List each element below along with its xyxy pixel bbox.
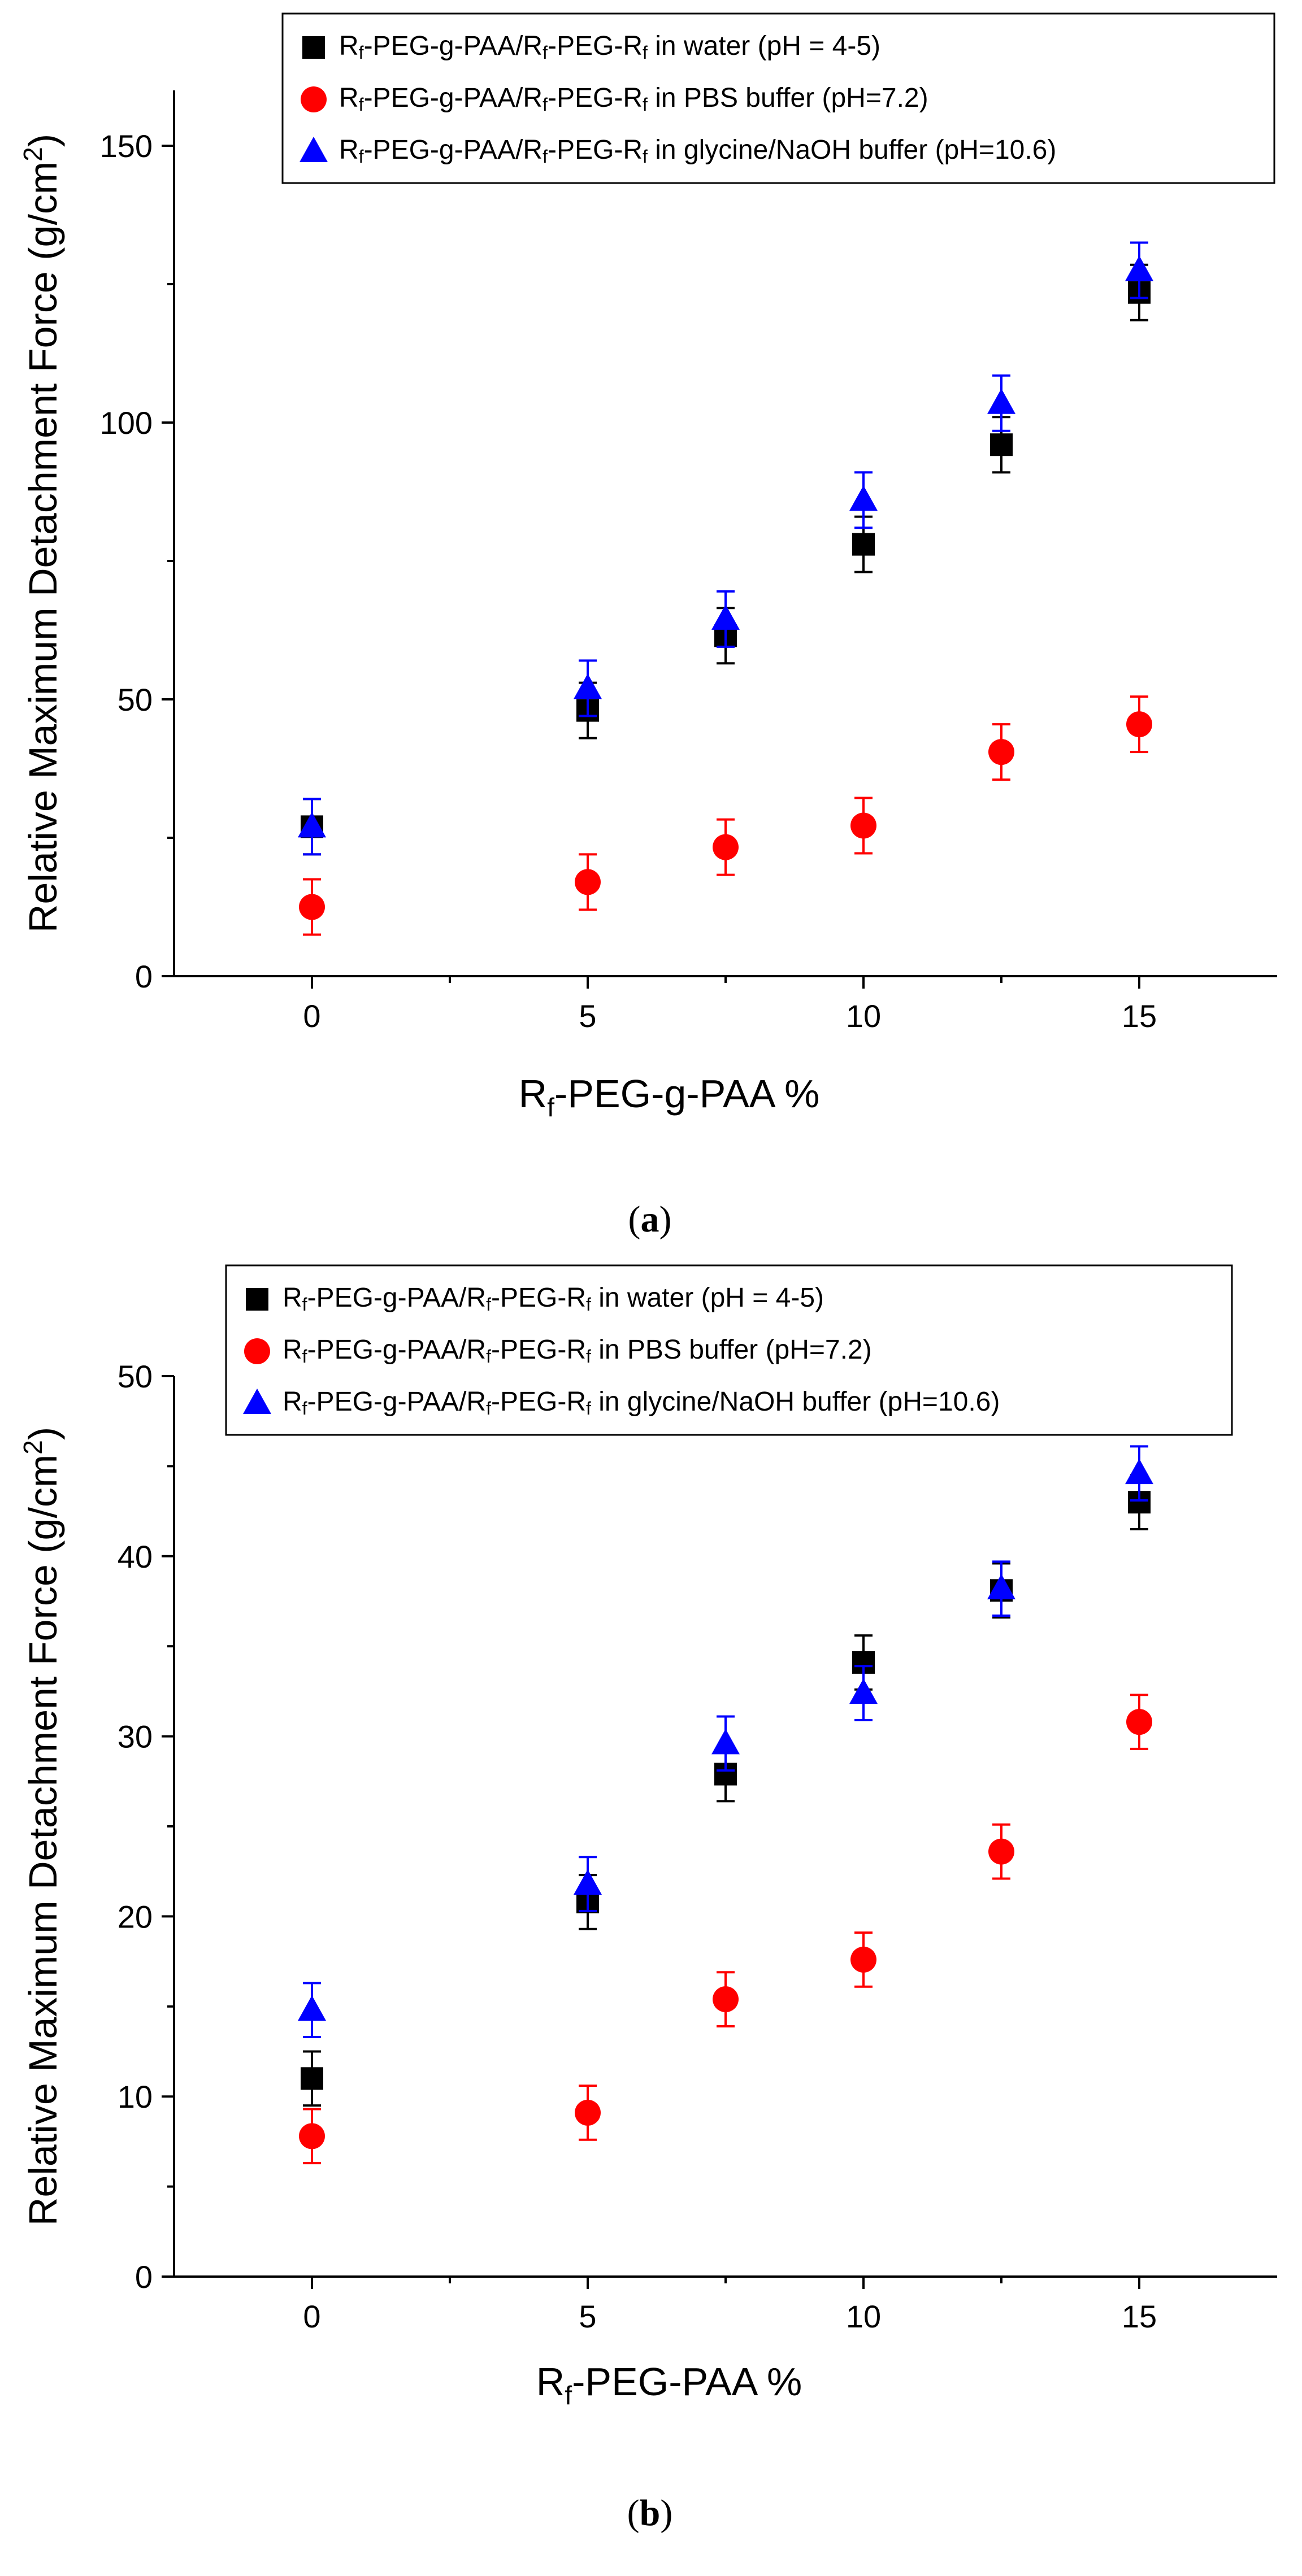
legend-label: Rf-PEG-g-PAA/Rf-PEG-Rf in water (pH = 4-…	[339, 31, 880, 63]
y-axis-title: Relative Maximum Detachment Force (g/cm2…	[18, 1427, 65, 2226]
legend-marker	[301, 86, 327, 112]
data-point	[1126, 711, 1152, 738]
panel-b: 0 5 10 15 0 10 20 30 40 50 Rf-PEG-PAA % Relative Ma…	[18, 1264, 1277, 2534]
data-point	[575, 869, 601, 895]
legend-label: Rf-PEG-g-PAA/Rf-PEG-Rf in glycine/NaOH b…	[339, 135, 1056, 167]
y-tick-label: 20	[118, 1899, 153, 1934]
data-point	[987, 1574, 1015, 1600]
legend-box	[225, 1264, 1233, 1436]
data-point	[299, 894, 325, 920]
data-point	[1125, 255, 1153, 281]
data-point	[988, 739, 1014, 765]
panel-label: (a)	[628, 1199, 672, 1240]
legend-marker	[302, 36, 325, 59]
legend: Rf-PEG-g-PAA/Rf-PEG-Rf in water (pH = 4-…	[281, 12, 1275, 184]
data-point	[298, 1995, 326, 2021]
x-tick-label: 0	[303, 2299, 320, 2334]
data-point	[850, 1946, 876, 1973]
y-tick-label: 50	[118, 682, 153, 717]
legend-box	[281, 12, 1275, 184]
data-point	[852, 533, 875, 556]
x-tick-label: 10	[846, 998, 881, 1034]
data-point	[990, 433, 1013, 456]
legend-label: Rf-PEG-g-PAA/Rf-PEG-Rf in PBS buffer (pH…	[339, 83, 928, 115]
y-tick-label: 150	[100, 128, 153, 164]
data-point	[849, 485, 878, 511]
legend-marker	[246, 1288, 268, 1311]
y-tick-label: 40	[118, 1539, 153, 1574]
legend-label: Rf-PEG-g-PAA/Rf-PEG-Rf in PBS buffer (pH…	[283, 1335, 872, 1367]
x-axis-title: Rf-PEG-g-PAA %	[519, 1072, 820, 1122]
series-circle	[299, 695, 1152, 936]
y-tick-label: 50	[118, 1359, 153, 1394]
data-point	[1126, 1709, 1152, 1735]
data-point	[713, 1986, 739, 2013]
legend: Rf-PEG-g-PAA/Rf-PEG-Rf in water (pH = 4-…	[225, 1264, 1233, 1436]
legend-label: Rf-PEG-g-PAA/Rf-PEG-Rf in glycine/NaOH b…	[283, 1387, 1000, 1419]
x-tick-label: 5	[579, 998, 596, 1034]
data-point	[301, 2067, 323, 2090]
y-axis-title: Relative Maximum Detachment Force (g/cm2…	[18, 134, 65, 933]
legend-marker	[244, 1338, 270, 1364]
data-point	[298, 812, 326, 838]
legend-marker	[300, 137, 328, 162]
y-tick-label: 0	[135, 959, 153, 994]
data-point	[850, 812, 876, 839]
series-triangle	[298, 1445, 1153, 2038]
y-tick-label: 10	[118, 2079, 153, 2114]
x-tick-label: 15	[1122, 998, 1157, 1034]
data-point	[987, 388, 1015, 414]
data-point	[711, 1729, 740, 1755]
x-tick-label: 5	[579, 2299, 596, 2334]
data-point	[1125, 1459, 1153, 1485]
data-point	[574, 673, 602, 699]
x-tick-label: 15	[1122, 2299, 1157, 2334]
data-point	[574, 1869, 602, 1895]
x-axis-title: Rf-PEG-PAA %	[536, 2360, 802, 2410]
series-square	[301, 263, 1151, 856]
series-triangle	[298, 241, 1153, 856]
y-tick-label: 100	[100, 405, 153, 441]
y-tick-label: 30	[118, 1719, 153, 1755]
data-point	[988, 1838, 1014, 1865]
legend-label: Rf-PEG-g-PAA/Rf-PEG-Rf in water (pH = 4-…	[283, 1283, 824, 1315]
data-point	[575, 2099, 601, 2126]
x-tick-label: 10	[846, 2299, 881, 2334]
data-point	[299, 2123, 325, 2149]
legend-marker	[243, 1389, 271, 1414]
data-point	[849, 1678, 878, 1704]
y-tick-label: 0	[135, 2259, 153, 2295]
panel-label: (b)	[627, 2492, 673, 2534]
x-tick-label: 0	[303, 998, 320, 1034]
data-point	[713, 834, 739, 860]
series-circle	[299, 1694, 1152, 2165]
data-point	[711, 604, 740, 630]
